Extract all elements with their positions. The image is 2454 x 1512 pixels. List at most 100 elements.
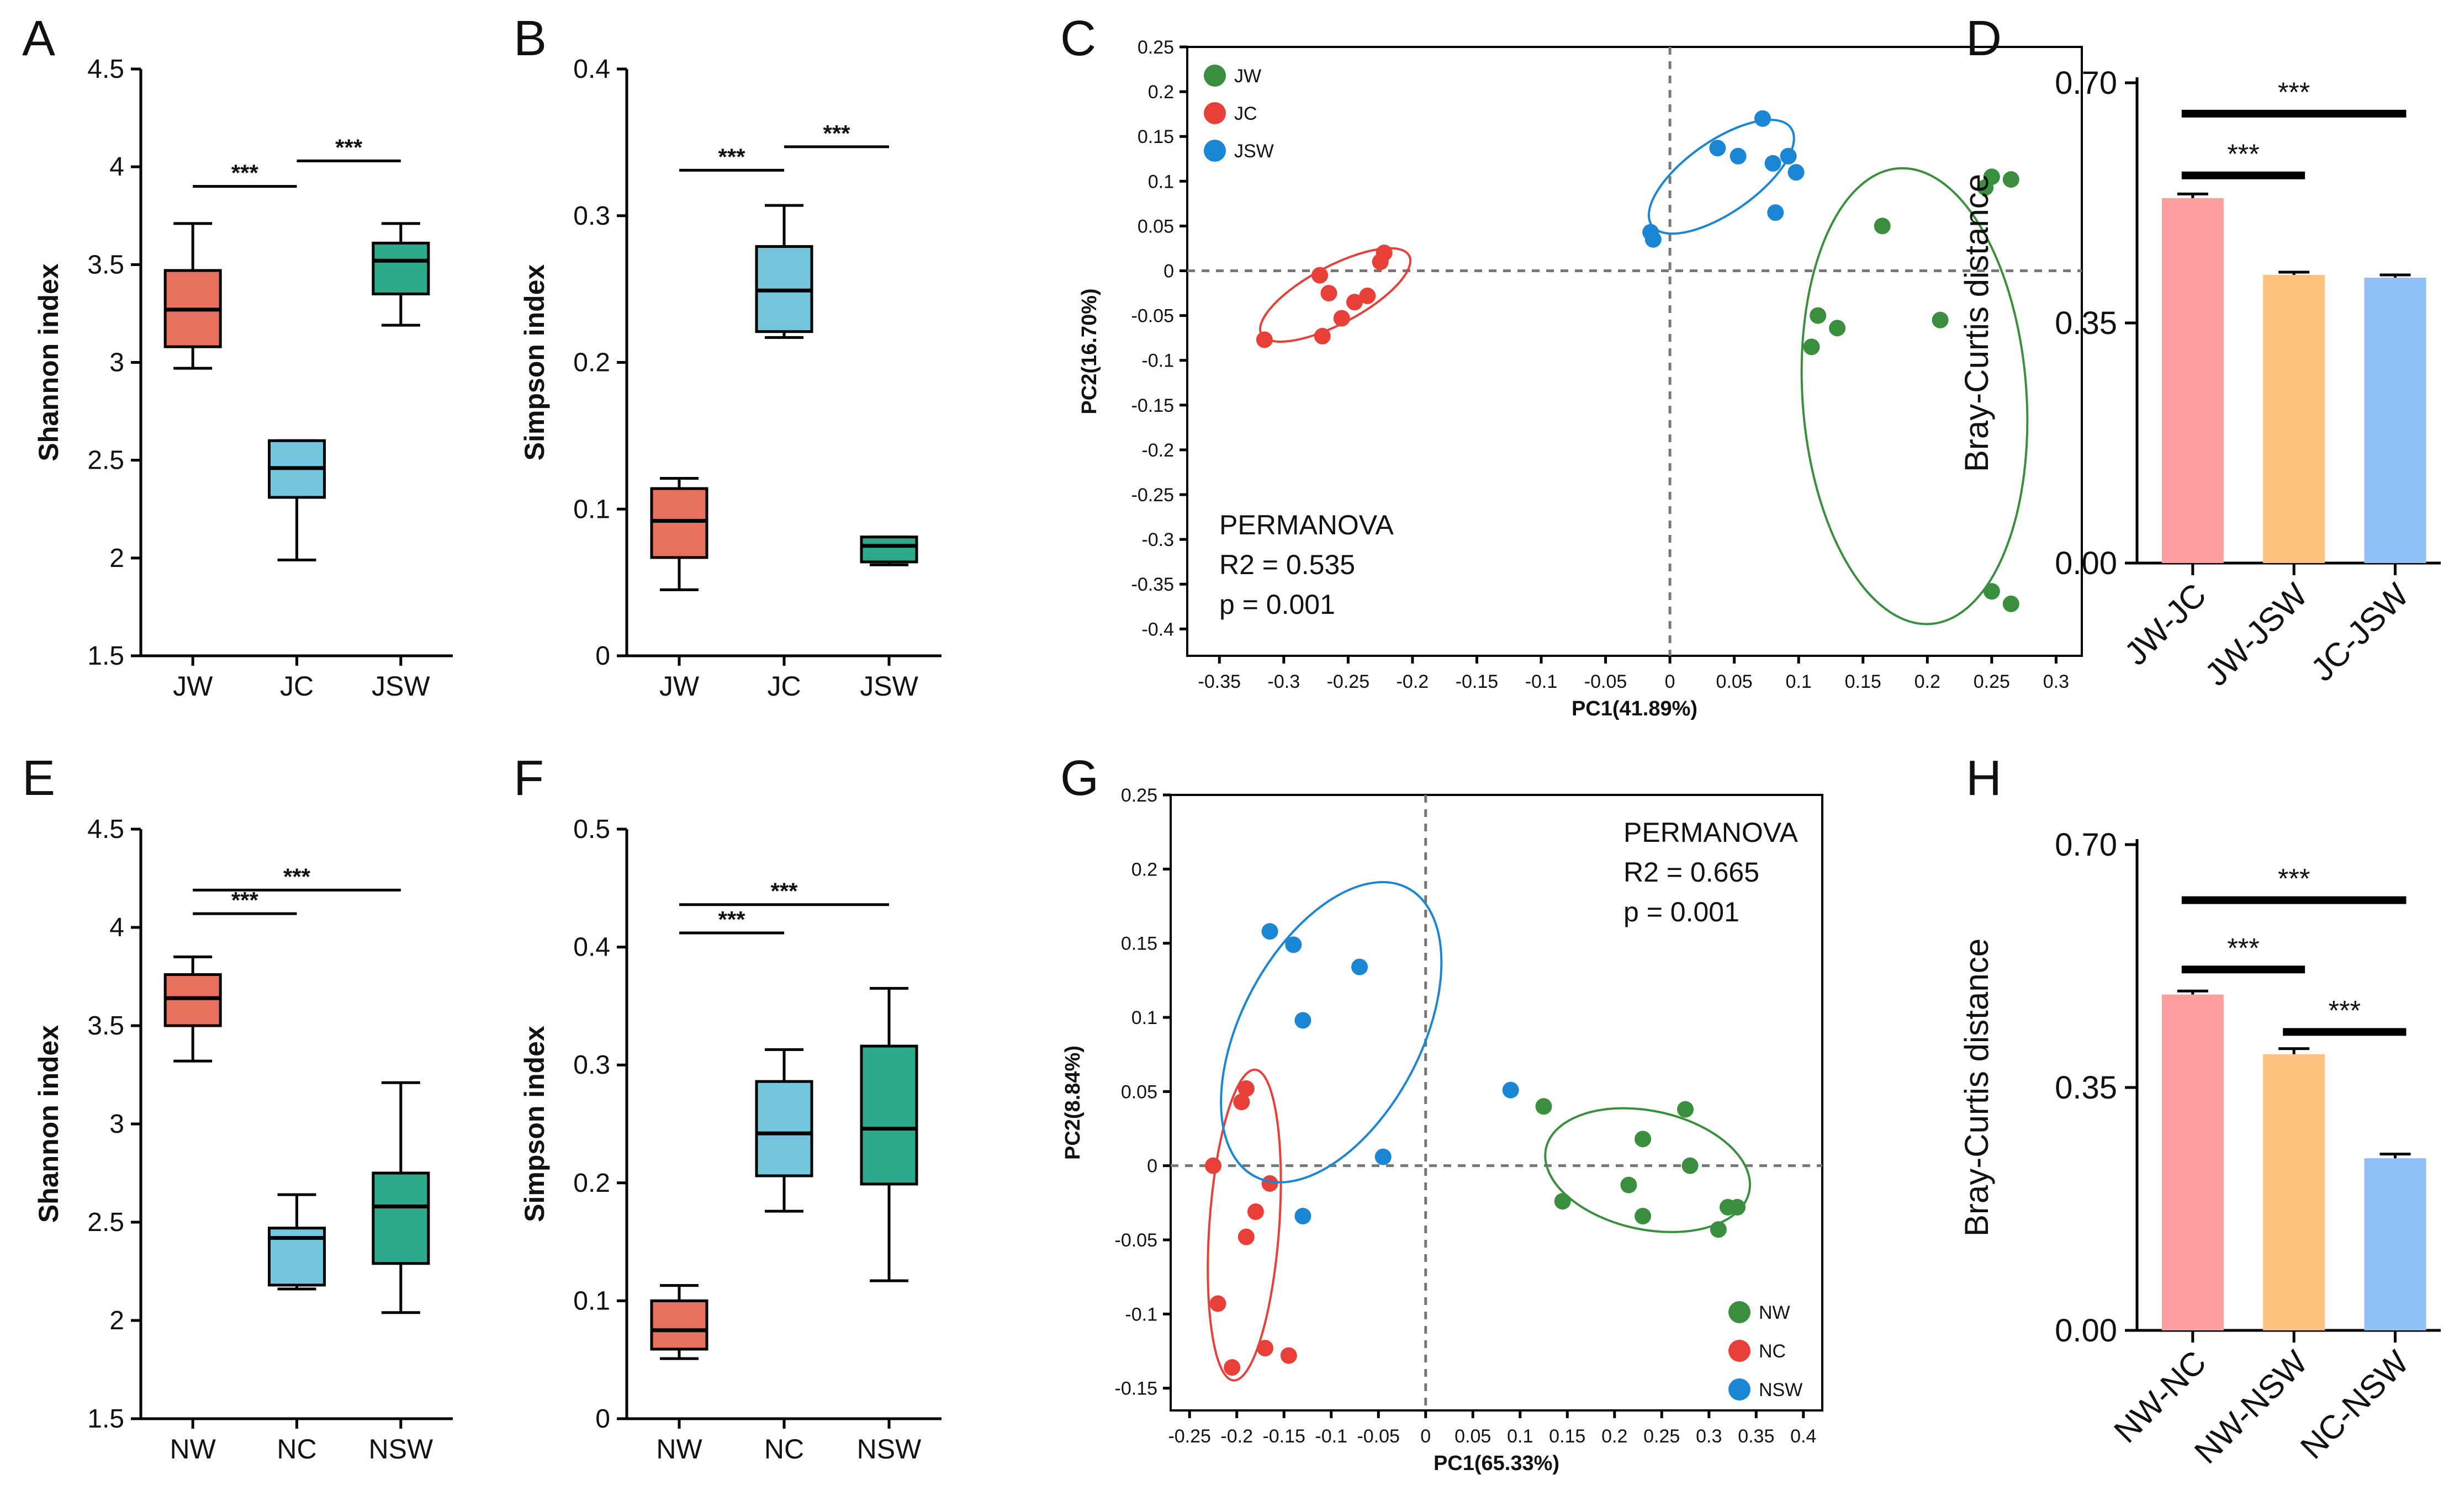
data-point xyxy=(1535,1098,1552,1115)
y-tick-label: 0.00 xyxy=(2055,545,2117,581)
y-tick-label: 3 xyxy=(109,348,124,378)
data-point xyxy=(1644,231,1662,248)
significance-label: *** xyxy=(283,863,311,889)
annotation-text: PERMANOVA xyxy=(1623,817,1798,848)
y-tick-label: 0.35 xyxy=(2055,305,2117,341)
x-tick-label: 0.2 xyxy=(1601,1426,1627,1447)
significance-label: *** xyxy=(770,878,798,904)
box-jw xyxy=(650,476,708,591)
y-tick-label: 0.05 xyxy=(1121,1081,1157,1102)
y-axis-title: Shannon index xyxy=(33,263,64,461)
series-nsw xyxy=(1220,881,1519,1225)
y-tick-label: 0.15 xyxy=(1121,933,1157,954)
box-nc xyxy=(755,1048,813,1213)
x-tick-label: -0.1 xyxy=(1525,671,1558,692)
data-point xyxy=(1311,267,1329,284)
y-tick-label: 0 xyxy=(595,1404,610,1434)
y-tick-label: 0.00 xyxy=(2055,1313,2117,1349)
data-point xyxy=(1803,338,1820,356)
panel-d: D 0.00 0.35 0.70 Bray-Curtis distance JW-JCJW… xyxy=(1958,11,2441,693)
data-point xyxy=(1764,155,1781,172)
series-jsw xyxy=(1642,110,1805,248)
y-tick-label: 0.25 xyxy=(1121,785,1157,806)
box-nsw xyxy=(372,1081,430,1314)
x-tick-label: -0.3 xyxy=(1268,671,1300,692)
plot-frame xyxy=(1170,794,1823,1412)
data-point xyxy=(1209,1295,1226,1312)
x-tick-label: NC xyxy=(764,1434,804,1465)
x-tick-label: 0.35 xyxy=(1738,1426,1774,1447)
bar-nw-nsw xyxy=(2263,1054,2325,1330)
x-tick-label: 0 xyxy=(1665,671,1675,692)
significance-label: *** xyxy=(2227,139,2259,169)
bar-jw-jc xyxy=(2161,198,2224,563)
legend-marker xyxy=(1204,140,1226,162)
y-tick-label: 3.5 xyxy=(87,1011,124,1041)
data-point xyxy=(1780,147,1797,165)
x-tick-label: -0.05 xyxy=(1584,671,1627,692)
confidence-ellipse xyxy=(1207,1068,1282,1382)
x-tick-label: JW-JSW xyxy=(2198,576,2315,693)
y-tick-label: -0.05 xyxy=(1131,306,1175,327)
x-tick-label: 0.2 xyxy=(1914,671,1940,692)
box-jc xyxy=(268,439,326,561)
y-tick-label: 0.70 xyxy=(2055,827,2117,863)
x-axis-title: PC1(65.33%) xyxy=(1434,1452,1559,1475)
y-tick-label: 0.3 xyxy=(573,201,610,231)
y-tick-label: 0 xyxy=(1147,1156,1157,1177)
data-point xyxy=(1256,331,1273,348)
x-tick-label: -0.15 xyxy=(1262,1426,1305,1447)
box-jsw xyxy=(372,222,430,327)
x-tick-label: -0.15 xyxy=(1456,671,1499,692)
x-tick-label: 0.15 xyxy=(1549,1426,1585,1447)
x-tick-label: NSW xyxy=(857,1434,922,1465)
y-tick-label: -0.15 xyxy=(1115,1378,1158,1399)
data-point xyxy=(1224,1359,1241,1376)
panel-g: G -0.25 -0.2 -0.15 -0.1 -0.05 0 0.05 0.1 0.15 0.2 0… xyxy=(1060,751,1823,1475)
y-axis-title: PC2(16.70%) xyxy=(1078,288,1101,414)
annotation-text: PERMANOVA xyxy=(1219,510,1394,540)
box-body xyxy=(860,1044,918,1186)
box-body xyxy=(650,1299,708,1351)
x-axis-title: PC1(41.89%) xyxy=(1572,697,1697,720)
x-tick-label: NC xyxy=(277,1434,316,1465)
bar-nw-nc xyxy=(2161,994,2224,1330)
y-tick-label: 0 xyxy=(1163,261,1174,282)
x-tick-label: JW-JC xyxy=(2117,576,2213,672)
plot-frame xyxy=(1186,46,2083,657)
panel-label-g: G xyxy=(1060,751,1099,806)
data-point xyxy=(1320,285,1337,302)
significance-label: *** xyxy=(231,160,259,186)
panel-e: E 1.5 2 2.5 3 3.5 4 4.5 Shannon index NW NC NSW *** *… xyxy=(22,751,453,1465)
x-tick-label: 0.05 xyxy=(1455,1426,1491,1447)
significance-label: *** xyxy=(718,144,745,169)
data-point xyxy=(1204,1157,1221,1174)
confidence-ellipse xyxy=(1220,881,1443,1184)
data-point xyxy=(1261,1175,1278,1192)
bar-nc-nsw xyxy=(2364,1158,2426,1330)
annotation-text: R2 = 0.535 xyxy=(1219,549,1355,580)
y-tick-label: 0.35 xyxy=(2055,1070,2117,1106)
data-point xyxy=(1620,1176,1637,1193)
x-tick-label: JC xyxy=(767,671,801,702)
data-point xyxy=(1709,140,1726,157)
x-tick-label: -0.2 xyxy=(1397,671,1429,692)
data-point xyxy=(1351,958,1368,975)
annotation-text: R2 = 0.665 xyxy=(1623,857,1759,888)
box-body xyxy=(860,535,918,564)
x-tick-label: -0.25 xyxy=(1327,671,1370,692)
data-point xyxy=(1376,245,1393,262)
y-tick-label: -0.1 xyxy=(1125,1304,1157,1325)
panel-f: F 0 0.1 0.2 0.3 0.4 0.5 Simpson index NW NC NSW ***… xyxy=(514,751,942,1465)
data-point xyxy=(1359,287,1376,304)
box-body xyxy=(372,241,430,295)
series-nc xyxy=(1204,1068,1297,1382)
data-point xyxy=(1681,1157,1699,1174)
significance-label: *** xyxy=(2278,863,2310,894)
x-tick-label: 0.25 xyxy=(1974,671,2010,692)
panel-label-c: C xyxy=(1060,11,1096,66)
panel-label-e: E xyxy=(22,751,55,806)
legend-marker xyxy=(1728,1378,1750,1400)
data-point xyxy=(1237,1228,1255,1245)
x-tick-label: 0.4 xyxy=(1790,1426,1816,1447)
